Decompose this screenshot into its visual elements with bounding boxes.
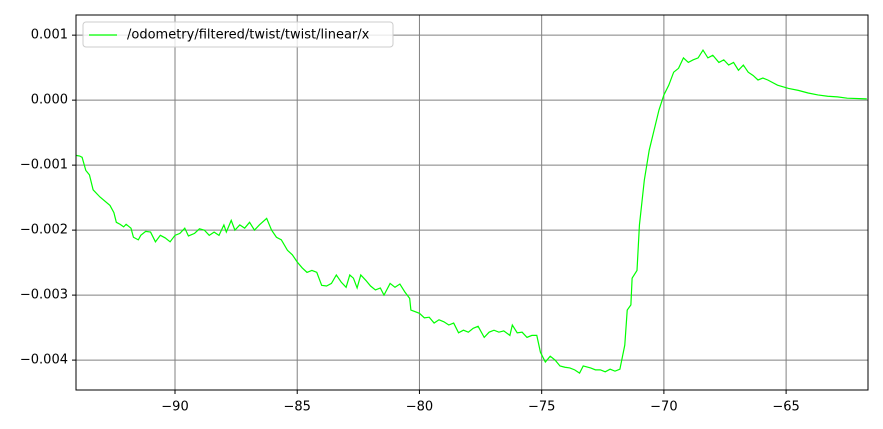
x-tick-label: −85 xyxy=(284,400,311,415)
x-tick-label: −65 xyxy=(772,400,799,415)
legend-label: /odometry/filtered/twist/twist/linear/x xyxy=(127,28,370,43)
y-tick-label: −0.002 xyxy=(20,223,68,238)
x-tick-label: −90 xyxy=(161,400,188,415)
x-tick-label: −70 xyxy=(650,400,677,415)
legend-box xyxy=(82,21,394,48)
y-tick-label: −0.003 xyxy=(20,288,68,303)
x-tick-label: −75 xyxy=(528,400,555,415)
y-tick-label: −0.001 xyxy=(20,158,68,173)
legend: /odometry/filtered/twist/twist/linear/x xyxy=(82,21,394,48)
data-line xyxy=(75,48,867,374)
x-tick-label: −80 xyxy=(406,400,433,415)
y-tick-label: −0.004 xyxy=(20,353,68,368)
y-tick-label: 0.000 xyxy=(31,93,68,108)
plot-frame xyxy=(75,14,869,391)
y-tick-label: 0.001 xyxy=(31,28,68,43)
